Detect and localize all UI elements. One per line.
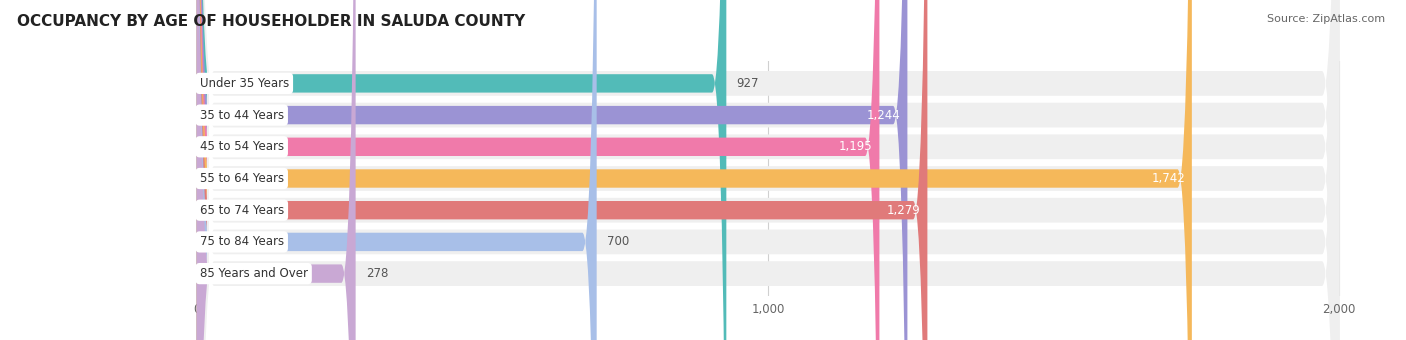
FancyBboxPatch shape xyxy=(197,0,356,340)
FancyBboxPatch shape xyxy=(197,0,1340,340)
FancyBboxPatch shape xyxy=(197,0,1340,340)
Text: 85 Years and Over: 85 Years and Over xyxy=(200,267,308,280)
FancyBboxPatch shape xyxy=(197,0,1340,340)
Text: 35 to 44 Years: 35 to 44 Years xyxy=(200,108,284,122)
FancyBboxPatch shape xyxy=(197,0,1192,340)
Text: 1,279: 1,279 xyxy=(887,204,921,217)
Text: 278: 278 xyxy=(366,267,388,280)
Text: 65 to 74 Years: 65 to 74 Years xyxy=(200,204,284,217)
Text: 45 to 54 Years: 45 to 54 Years xyxy=(200,140,284,153)
Text: 1,195: 1,195 xyxy=(839,140,873,153)
FancyBboxPatch shape xyxy=(197,0,879,340)
FancyBboxPatch shape xyxy=(197,0,1340,340)
Text: 75 to 84 Years: 75 to 84 Years xyxy=(200,235,284,249)
Text: 55 to 64 Years: 55 to 64 Years xyxy=(200,172,284,185)
Text: Source: ZipAtlas.com: Source: ZipAtlas.com xyxy=(1267,14,1385,23)
FancyBboxPatch shape xyxy=(197,0,727,340)
FancyBboxPatch shape xyxy=(197,0,596,340)
Text: 700: 700 xyxy=(607,235,630,249)
FancyBboxPatch shape xyxy=(197,0,1340,340)
Text: 1,742: 1,742 xyxy=(1152,172,1185,185)
Text: 1,244: 1,244 xyxy=(866,108,901,122)
FancyBboxPatch shape xyxy=(197,0,1340,340)
FancyBboxPatch shape xyxy=(197,0,1340,340)
FancyBboxPatch shape xyxy=(197,0,928,340)
FancyBboxPatch shape xyxy=(197,0,907,340)
Text: 927: 927 xyxy=(737,77,759,90)
Text: Under 35 Years: Under 35 Years xyxy=(200,77,290,90)
Text: OCCUPANCY BY AGE OF HOUSEHOLDER IN SALUDA COUNTY: OCCUPANCY BY AGE OF HOUSEHOLDER IN SALUD… xyxy=(17,14,524,29)
